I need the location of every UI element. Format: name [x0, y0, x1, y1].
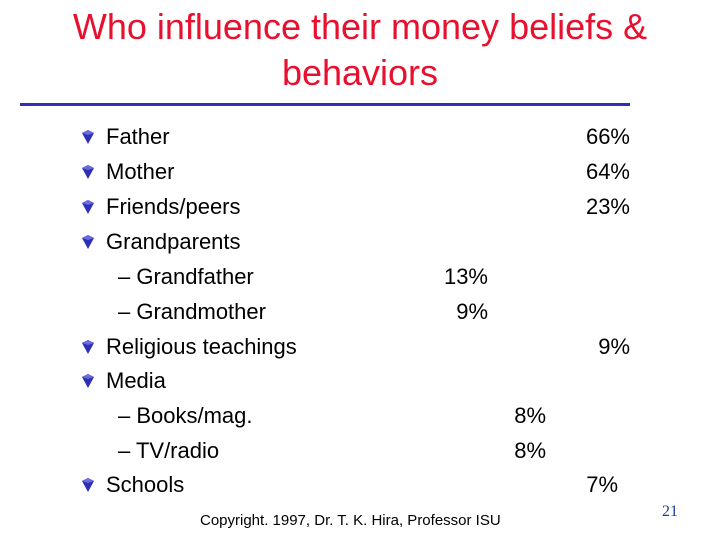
item-value: 9% [456, 299, 488, 324]
item-value: 8% [514, 403, 546, 428]
item-value: 8% [514, 438, 546, 463]
list-item-mother: Mother 64% [0, 155, 720, 189]
copyright-footer: Copyright. 1997, Dr. T. K. Hira, Profess… [200, 512, 501, 529]
item-value: 7% [586, 472, 618, 497]
item-value: 23% [585, 194, 630, 219]
diamond-bullet-icon [82, 165, 94, 179]
slide-page-number: 21 [662, 503, 678, 520]
list-item-father: Father 66% [0, 120, 720, 154]
item-label: Friends/peers [106, 194, 241, 219]
sub-item-grandmother: – Grandmother 9% [0, 295, 720, 329]
item-label: Grandparents [106, 229, 241, 254]
diamond-bullet-icon [82, 235, 94, 249]
item-value: 9% [598, 334, 630, 359]
list-item-schools: Schools 7% [0, 468, 720, 502]
sub-item-grandfather: – Grandfather 13% [0, 260, 720, 294]
item-label: – Grandfather [118, 264, 254, 289]
diamond-bullet-icon [82, 200, 94, 214]
item-value: 64% [585, 159, 630, 184]
item-label: – Grandmother [118, 299, 266, 324]
item-value: 66% [585, 124, 630, 149]
title-divider [20, 103, 630, 106]
item-label: – TV/radio [118, 438, 220, 463]
item-label: Mother [106, 159, 175, 184]
diamond-bullet-icon [82, 374, 94, 388]
item-label: Father [106, 124, 170, 149]
diamond-bullet-icon [82, 130, 94, 144]
item-label: Schools [106, 472, 185, 497]
item-label: – Books/mag. [118, 403, 253, 428]
sub-item-books-mag: – Books/mag. 8% [0, 399, 720, 433]
slide-title: Who influence their money beliefs & beha… [72, 6, 648, 93]
diamond-bullet-icon [82, 478, 94, 492]
list-item-religious-teachings: Religious teachings 9% [0, 330, 720, 364]
list-item-grandparents: Grandparents [0, 225, 720, 259]
item-label: Media [106, 368, 166, 393]
list-item-media: Media [0, 364, 720, 398]
list-item-friends-peers: Friends/peers 23% [0, 190, 720, 224]
item-label: Religious teachings [106, 334, 297, 359]
item-value: 13% [443, 264, 488, 289]
sub-item-tv-radio: – TV/radio 8% [0, 434, 720, 468]
diamond-bullet-icon [82, 340, 94, 354]
